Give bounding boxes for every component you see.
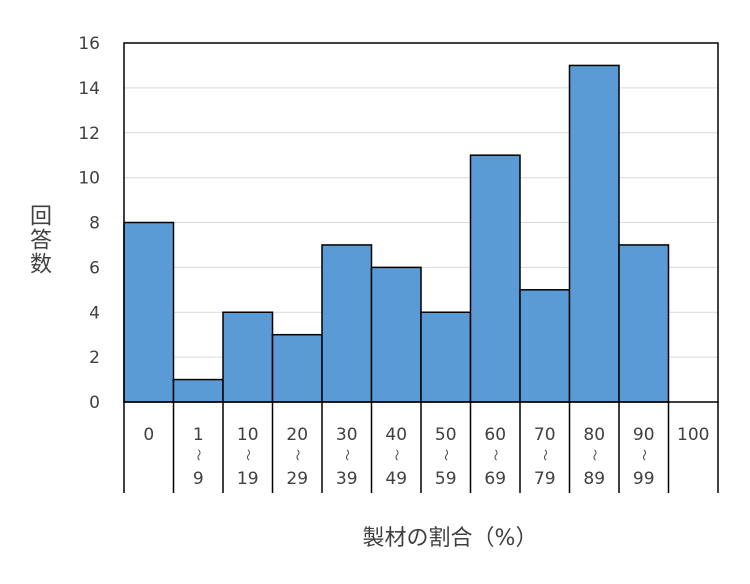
x-tick-label-end: 89 [583, 469, 605, 489]
y-tick-label: 0 [89, 393, 100, 413]
x-tick-range-mark: ～ [290, 449, 304, 461]
x-tick-range-mark: ～ [488, 449, 502, 461]
bar [618, 244, 670, 403]
bar [123, 221, 175, 403]
y-tick-label: 10 [78, 169, 100, 189]
y-tick-label: 2 [89, 348, 100, 368]
x-tick-label-end: 19 [237, 469, 259, 489]
bar [172, 378, 224, 403]
x-tick-label: 100 [677, 425, 709, 445]
x-tick-label: 20 [286, 425, 308, 445]
bar [469, 154, 521, 403]
bar [420, 311, 472, 403]
y-tick-labels: 0 2 4 6 8 10 12 14 16 [78, 34, 100, 413]
x-tick-label: 10 [237, 425, 259, 445]
bar [271, 333, 323, 403]
x-tick-range-mark: ～ [340, 449, 354, 461]
x-tick-range-mark: ～ [439, 449, 453, 461]
y-tick-label: 16 [78, 34, 100, 54]
x-tick-label-end: 39 [336, 469, 358, 489]
y-tick-label: 12 [78, 124, 100, 144]
y-tick-label: 8 [89, 214, 100, 234]
x-tick-label-end: 29 [286, 469, 308, 489]
x-tick-label: 50 [435, 425, 457, 445]
x-tick-label-end: 99 [633, 469, 655, 489]
x-tick-label-end: 59 [435, 469, 457, 489]
x-tick-range-mark: ～ [587, 449, 601, 461]
x-tick-range-mark: ～ [637, 449, 651, 461]
x-tick-label-end: 9 [193, 469, 204, 489]
x-tick-label: 60 [484, 425, 506, 445]
x-tick-label: 1 [193, 425, 204, 445]
x-tick-label-end: 79 [534, 469, 556, 489]
x-tick-label-end: 49 [385, 469, 407, 489]
y-tick-label: 6 [89, 258, 100, 278]
x-tick-range-mark: ～ [241, 449, 255, 461]
bar [370, 266, 422, 403]
bars [123, 64, 670, 403]
x-tick-labels: 0 1 ～ 9 10 ～ 19 20 ～ 29 30 ～ 39 40 ～ 49 50 ～ 59 60 ～ 69 70 ～ 79 8… [143, 425, 709, 489]
x-tick-label: 80 [583, 425, 605, 445]
x-tick-label: 0 [143, 425, 154, 445]
x-tick-range-mark: ～ [389, 449, 403, 461]
bar [519, 289, 571, 403]
y-tick-label: 14 [78, 79, 100, 99]
x-tick-range-mark: ～ [191, 449, 205, 461]
x-tick-label: 30 [336, 425, 358, 445]
bar [222, 311, 274, 403]
y-tick-label: 4 [89, 303, 100, 323]
x-tick-label: 90 [633, 425, 655, 445]
x-tick-range-mark: ～ [538, 449, 552, 461]
bar [568, 64, 620, 403]
bar [321, 244, 373, 403]
x-axis-label: 製材の割合（%） [362, 526, 538, 551]
x-tick-label: 40 [385, 425, 407, 445]
y-axis-label-wrap: 回答数 [20, 200, 56, 280]
x-tick-label: 70 [534, 425, 556, 445]
x-tick-label-end: 69 [484, 469, 506, 489]
y-axis-label: 回答数 [26, 204, 51, 276]
axes [123, 42, 719, 493]
